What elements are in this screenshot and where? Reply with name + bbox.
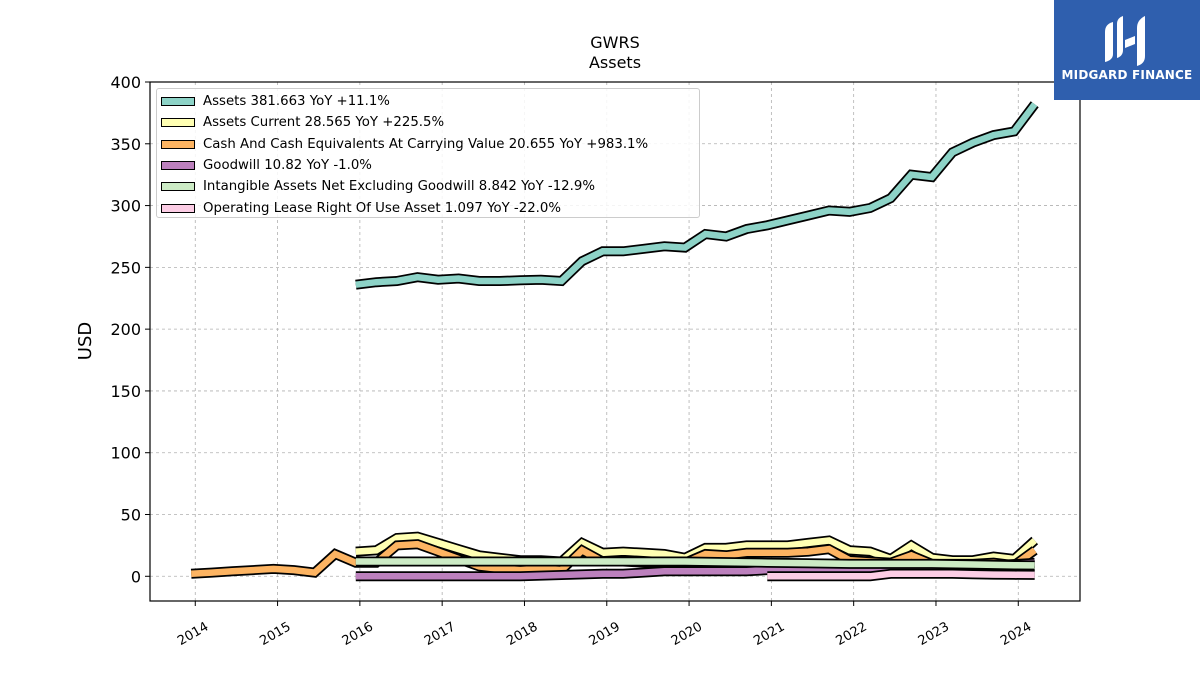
series-line-1 bbox=[355, 533, 1037, 565]
legend-label: Assets Current 28.565 YoY +225.5% bbox=[203, 115, 445, 131]
midgard-logo-icon bbox=[1105, 16, 1145, 66]
legend-swatch bbox=[161, 161, 195, 171]
chart-subtitle: Assets bbox=[589, 53, 641, 72]
y-tick-label: 100 bbox=[110, 444, 141, 463]
x-tick-label: 2015 bbox=[257, 619, 293, 649]
series-layer bbox=[190, 101, 1039, 582]
y-axis-label: USD bbox=[75, 322, 96, 360]
legend-item: Goodwill 10.82 YoY -1.0% bbox=[161, 155, 699, 176]
legend-item: Cash And Cash Equivalents At Carrying Va… bbox=[161, 134, 699, 155]
x-tick-label: 2014 bbox=[175, 619, 211, 649]
x-tick-label: 2019 bbox=[587, 619, 623, 649]
legend-label: Intangible Assets Net Excluding Goodwill… bbox=[203, 179, 595, 195]
y-tick-label: 350 bbox=[110, 135, 141, 154]
legend-swatch bbox=[161, 139, 195, 149]
legend-label: Goodwill 10.82 YoY -1.0% bbox=[203, 158, 372, 174]
y-tick-label: 50 bbox=[121, 506, 141, 525]
chart-title: GWRS bbox=[590, 33, 640, 52]
x-tick-label: 2018 bbox=[504, 619, 540, 649]
legend-item: Assets 381.663 YoY +11.1% bbox=[161, 91, 699, 112]
legend-swatch bbox=[161, 182, 195, 192]
legend-item: Operating Lease Right Of Use Asset 1.097… bbox=[161, 197, 699, 218]
legend-item: Intangible Assets Net Excluding Goodwill… bbox=[161, 176, 699, 197]
legend-item: Assets Current 28.565 YoY +225.5% bbox=[161, 112, 699, 133]
y-tick-label: 300 bbox=[110, 197, 141, 216]
legend-label: Operating Lease Right Of Use Asset 1.097… bbox=[203, 200, 561, 216]
y-axis-ticks: 0 50 100 150 200 250 300 350 400 bbox=[110, 73, 150, 586]
series-line-4 bbox=[355, 558, 1035, 569]
x-tick-label: 2023 bbox=[916, 619, 952, 649]
chart-legend: Assets 381.663 YoY +11.1% Assets Current … bbox=[156, 88, 700, 218]
y-tick-label: 150 bbox=[110, 382, 141, 401]
y-tick-label: 250 bbox=[110, 258, 141, 277]
x-tick-label: 2022 bbox=[834, 619, 870, 649]
brand-logo: MIDGARD FINANCE bbox=[1054, 0, 1200, 100]
x-tick-label: 2017 bbox=[422, 619, 458, 649]
series-line-0 bbox=[355, 102, 1038, 288]
legend-label: Assets 381.663 YoY +11.1% bbox=[203, 94, 390, 110]
y-tick-label: 0 bbox=[131, 567, 141, 586]
series-line-5 bbox=[767, 570, 1035, 580]
x-tick-label: 2021 bbox=[751, 619, 787, 649]
legend-label: Cash And Cash Equivalents At Carrying Va… bbox=[203, 136, 649, 152]
legend-swatch bbox=[161, 118, 195, 128]
x-tick-label: 2016 bbox=[340, 619, 376, 649]
y-tick-label: 200 bbox=[110, 320, 141, 339]
legend-swatch bbox=[161, 203, 195, 213]
plot-frame bbox=[149, 81, 1081, 602]
x-tick-label: 2024 bbox=[998, 619, 1034, 649]
y-tick-label: 400 bbox=[110, 73, 141, 92]
x-axis-ticks: 2014 2015 2016 2017 2018 2019 2020 2021 2022 2023… bbox=[175, 601, 1034, 649]
x-tick-label: 2020 bbox=[669, 619, 705, 649]
brand-name: MIDGARD FINANCE bbox=[1061, 68, 1193, 82]
legend-swatch bbox=[161, 97, 195, 107]
